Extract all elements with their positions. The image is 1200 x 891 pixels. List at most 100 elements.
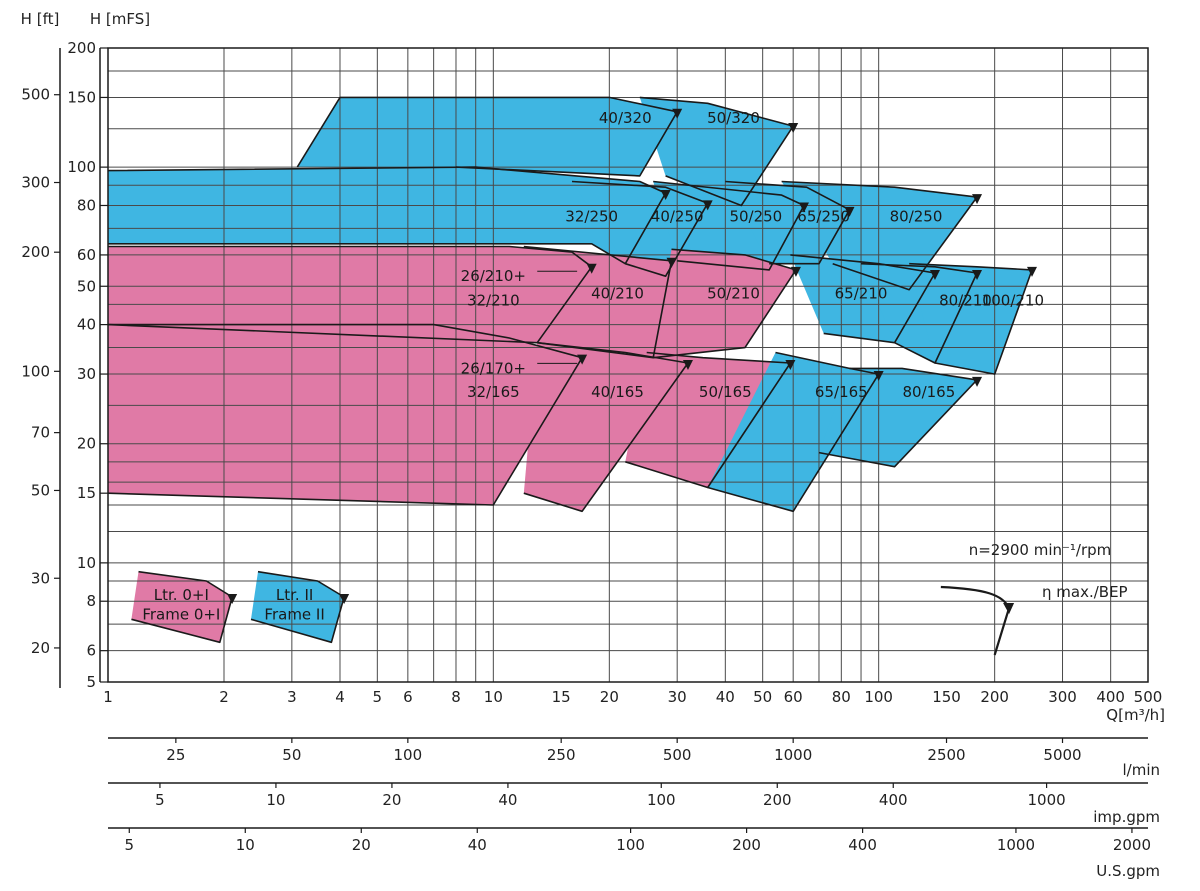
mfs-tick-label: 6 — [86, 642, 96, 660]
secondary-tick-label: 40 — [498, 791, 517, 809]
region-label: 32/210 — [467, 292, 520, 310]
secondary-unit-label: l/min — [1122, 761, 1160, 779]
bep-marker — [672, 108, 683, 119]
q-tick-label: 15 — [552, 688, 571, 706]
secondary-tick-label: 400 — [879, 791, 908, 809]
mfs-tick-label: 100 — [67, 158, 96, 176]
bep-marker — [972, 194, 983, 205]
q-tick-label: 5 — [373, 688, 383, 706]
mfs-tick-label: 5 — [86, 673, 96, 691]
mfs-tick-label: 40 — [77, 316, 96, 334]
secondary-tick-label: 25 — [166, 746, 185, 764]
secondary-tick-label: 1000 — [997, 836, 1035, 854]
region-label: Frame 0+I — [142, 606, 220, 624]
q-tick-label: 6 — [403, 688, 413, 706]
efficiency-curve-icon — [940, 585, 1011, 656]
secondary-unit-label: U.S.gpm — [1096, 862, 1160, 880]
q-tick-label: 150 — [932, 688, 961, 706]
secondary-tick-label: 5 — [125, 836, 135, 854]
q-tick-label: 50 — [753, 688, 772, 706]
q-tick-label: 300 — [1048, 688, 1077, 706]
bep-marker — [788, 123, 799, 134]
bep-marker — [972, 270, 983, 281]
region-label: 80/210 — [939, 292, 992, 310]
secondary-tick-label: 50 — [282, 746, 301, 764]
q-tick-label: 40 — [716, 688, 735, 706]
mfs-tick-label: 80 — [77, 196, 96, 214]
pump-region-40-320 — [297, 97, 678, 176]
q-tick-label: 80 — [832, 688, 851, 706]
bep-marker — [586, 263, 597, 274]
q-tick-label: 500 — [1134, 688, 1163, 706]
bep-marker — [798, 202, 809, 213]
secondary-tick-label: 1000 — [1028, 791, 1066, 809]
region-label: 40/320 — [599, 109, 652, 127]
bep-marker — [844, 206, 855, 217]
pump-region-26-170-32-165 — [108, 324, 583, 505]
mfs-tick-label: 15 — [77, 484, 96, 502]
mfs-tick-label: 150 — [67, 88, 96, 106]
region-label: 40/165 — [591, 383, 644, 401]
secondary-tick-label: 20 — [382, 791, 401, 809]
secondary-tick-label: 2500 — [927, 746, 965, 764]
ft-tick-label: 300 — [21, 174, 50, 192]
bep-marker — [702, 200, 713, 211]
bep-marker — [972, 376, 983, 387]
q-tick-label: 30 — [668, 688, 687, 706]
q-axis-title: Q[m³/h] — [1106, 706, 1165, 724]
bep-marker — [666, 257, 677, 268]
secondary-tick-label: 200 — [732, 836, 761, 854]
region-label: 65/250 — [797, 208, 850, 226]
secondary-tick-label: 200 — [763, 791, 792, 809]
secondary-tick-label: 20 — [352, 836, 371, 854]
pump-region-26-210-32-210 — [108, 246, 592, 343]
pump-region-32-250 — [108, 167, 666, 264]
ft-tick-label: 200 — [21, 243, 50, 261]
mfs-tick-label: 8 — [86, 592, 96, 610]
secondary-tick-label: 10 — [236, 836, 255, 854]
secondary-tick-label: 5 — [155, 791, 165, 809]
ft-tick-label: 70 — [31, 424, 50, 442]
secondary-tick-label: 5000 — [1043, 746, 1081, 764]
region-label: Ltr. 0+I — [154, 586, 209, 604]
bep-marker — [577, 354, 588, 365]
q-tick-label: 100 — [864, 688, 893, 706]
ft-axis-title: H [ft] — [21, 10, 60, 28]
region-label: 100/210 — [982, 292, 1044, 310]
bep-marker — [660, 190, 671, 201]
pump-region-100-210 — [909, 263, 1032, 375]
q-tick-label: 2 — [219, 688, 229, 706]
region-label: 40/210 — [591, 284, 644, 302]
pump-region-50-210 — [653, 249, 796, 358]
region-label: 50/250 — [729, 208, 782, 226]
region-label: 80/165 — [902, 383, 955, 401]
bep-marker — [873, 371, 884, 382]
q-tick-label: 400 — [1096, 688, 1125, 706]
ft-tick-label: 500 — [21, 86, 50, 104]
region-label: Frame II — [264, 606, 324, 624]
pump-region-50-165 — [625, 352, 791, 488]
q-tick-label: 10 — [484, 688, 503, 706]
pump-region-40-210 — [523, 246, 672, 358]
secondary-tick-label: 2000 — [1113, 836, 1151, 854]
bep-marker — [682, 359, 693, 370]
secondary-unit-label: imp.gpm — [1093, 808, 1160, 826]
bep-marker — [785, 359, 796, 370]
ft-tick-label: 30 — [31, 569, 50, 587]
region-label: 65/165 — [815, 383, 868, 401]
secondary-tick-label: 500 — [663, 746, 692, 764]
region-label: 65/210 — [835, 284, 888, 302]
mfs-tick-label: 200 — [67, 39, 96, 57]
mfs-tick-label: 60 — [77, 246, 96, 264]
ft-tick-label: 20 — [31, 639, 50, 657]
secondary-tick-label: 250 — [547, 746, 576, 764]
secondary-tick-label: 100 — [394, 746, 423, 764]
pump-region-80-165 — [819, 368, 977, 467]
bep-marker — [790, 266, 801, 277]
ft-tick-label: 100 — [21, 362, 50, 380]
mfs-axis-title: H [mFS] — [90, 10, 150, 28]
speed-note: n=2900 min⁻¹/rpm — [969, 541, 1112, 559]
region-label: 26/210+ — [461, 267, 526, 285]
ft-tick-label: 50 — [31, 481, 50, 499]
